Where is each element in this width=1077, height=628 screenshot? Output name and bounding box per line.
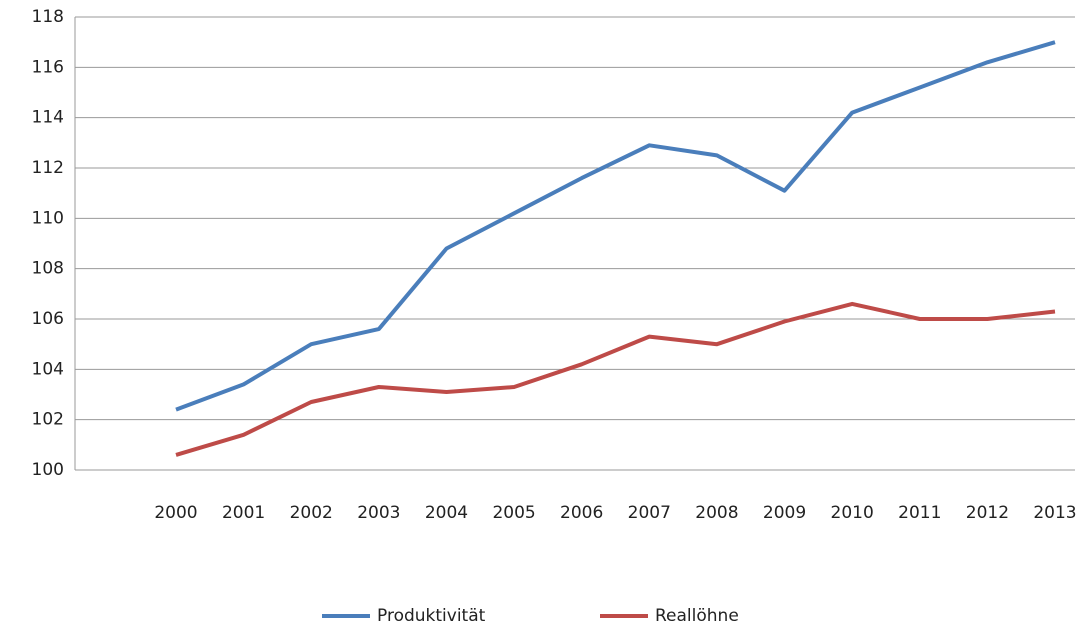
x-tick-label: 2013 xyxy=(1033,503,1076,523)
y-tick-label: 116 xyxy=(32,57,64,77)
y-tick-label: 110 xyxy=(32,208,64,228)
y-tick-label: 114 xyxy=(32,108,64,128)
x-tick-label: 2002 xyxy=(290,503,333,523)
y-tick-label: 112 xyxy=(32,158,64,178)
y-tick-label: 102 xyxy=(32,410,64,430)
x-tick-label: 2000 xyxy=(154,503,197,523)
data-line xyxy=(175,40,1056,412)
x-tick-label: 2001 xyxy=(222,503,265,523)
legend-label: Produktivität xyxy=(377,606,486,626)
y-tick-label: 106 xyxy=(32,309,64,329)
x-tick-label: 2010 xyxy=(831,503,874,523)
x-tick-label: 2008 xyxy=(695,503,738,523)
x-tick-label: 2005 xyxy=(492,503,535,523)
x-tick-label: 2003 xyxy=(357,503,400,523)
y-tick-label: 118 xyxy=(32,7,64,27)
x-tick-label: 2007 xyxy=(628,503,671,523)
data-line xyxy=(175,301,1056,457)
x-tick-label: 2006 xyxy=(560,503,603,523)
y-tick-label: 108 xyxy=(32,259,64,279)
x-tick-label: 2012 xyxy=(966,503,1009,523)
y-tick-label: 104 xyxy=(32,359,64,379)
legend-label: Reallöhne xyxy=(655,606,739,626)
x-tick-label: 2004 xyxy=(425,503,468,523)
y-tick-label: 100 xyxy=(32,460,64,480)
x-tick-label: 2011 xyxy=(898,503,941,523)
x-tick-label: 2009 xyxy=(763,503,806,523)
